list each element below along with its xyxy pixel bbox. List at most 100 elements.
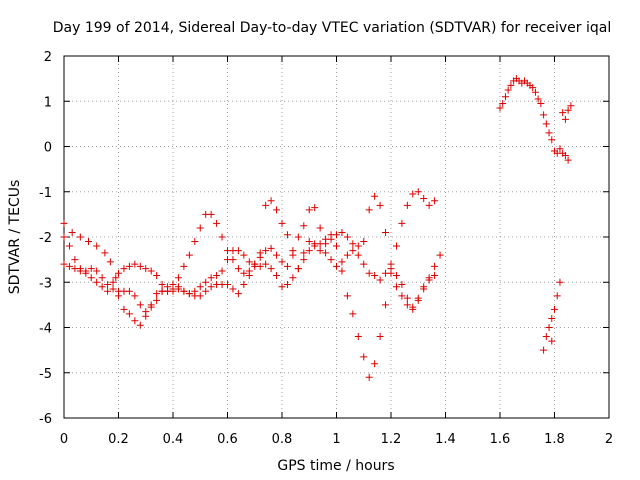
data-point — [387, 269, 395, 277]
data-point — [185, 290, 193, 298]
data-point — [507, 81, 515, 89]
data-point — [273, 206, 281, 214]
data-point — [360, 353, 368, 361]
data-point — [392, 242, 400, 250]
data-point — [147, 303, 155, 311]
data-point — [545, 324, 553, 331]
data-point — [85, 238, 93, 246]
data-point — [425, 201, 433, 209]
data-point — [322, 235, 330, 243]
data-point — [262, 201, 270, 209]
data-point — [283, 231, 291, 239]
y-axis-label: SDTVAR / TECUs — [7, 180, 23, 295]
data-point — [365, 373, 373, 381]
data-point — [403, 294, 411, 302]
data-point — [283, 281, 291, 289]
data-point — [294, 265, 302, 273]
data-point — [382, 228, 390, 236]
y-tick-label: -6 — [39, 412, 52, 427]
data-point — [240, 269, 248, 277]
data-point — [300, 222, 308, 230]
data-point — [245, 258, 253, 266]
data-point — [420, 283, 428, 291]
data-point — [371, 360, 379, 368]
y-tick-label: -3 — [39, 276, 52, 291]
data-point — [537, 100, 545, 108]
data-point — [76, 233, 84, 241]
data-point — [273, 251, 281, 259]
data-point — [504, 86, 512, 94]
data-point — [289, 274, 297, 282]
x-tick-label: 1 — [332, 432, 340, 447]
data-point — [240, 251, 248, 259]
data-point — [360, 238, 368, 246]
data-point — [267, 265, 275, 273]
data-point — [109, 278, 117, 286]
data-point — [196, 283, 204, 291]
data-point — [354, 333, 362, 341]
data-point — [316, 224, 324, 232]
data-point — [349, 310, 357, 318]
y-tick-label: -5 — [39, 367, 52, 382]
data-point — [60, 219, 68, 227]
data-point — [553, 292, 561, 300]
data-point — [540, 346, 548, 354]
data-point — [101, 249, 109, 257]
data-point — [349, 247, 357, 255]
data-point — [305, 238, 313, 246]
data-point — [218, 267, 226, 275]
data-point — [283, 262, 291, 270]
data-point — [142, 265, 150, 273]
data-point — [207, 210, 215, 218]
data-point — [164, 283, 172, 291]
data-point — [392, 283, 400, 291]
data-point — [499, 100, 507, 108]
data-point — [104, 287, 112, 295]
data-point — [169, 281, 177, 289]
data-point — [131, 317, 139, 325]
data-point — [65, 242, 73, 250]
x-tick-label: 1.2 — [381, 432, 402, 447]
chart-title: Day 199 of 2014, Sidereal Day-to-day VTE… — [53, 20, 611, 36]
data-point — [409, 190, 417, 198]
data-point — [278, 283, 286, 291]
data-point — [409, 305, 417, 313]
data-point — [420, 195, 428, 203]
data-point — [316, 247, 324, 255]
x-tick-label: 0.6 — [217, 432, 238, 447]
data-point — [256, 249, 264, 257]
y-tick-label: 2 — [44, 50, 52, 65]
data-point — [180, 287, 188, 295]
data-point — [240, 281, 248, 289]
data-point — [142, 308, 150, 316]
data-point — [207, 283, 215, 291]
data-point — [529, 84, 537, 92]
data-point — [60, 233, 68, 241]
data-point — [93, 278, 101, 286]
data-point — [354, 251, 362, 259]
data-point — [305, 247, 313, 255]
data-point — [294, 233, 302, 241]
data-point — [262, 260, 270, 268]
data-point — [567, 102, 575, 110]
data-point — [82, 267, 90, 275]
data-point — [436, 251, 444, 259]
data-point — [93, 267, 101, 275]
data-point — [561, 115, 569, 123]
data-point — [153, 296, 161, 304]
data-point — [338, 258, 346, 266]
data-point — [376, 276, 384, 284]
data-point — [60, 260, 68, 268]
data-point — [305, 206, 313, 214]
data-point — [338, 228, 346, 236]
data-point — [256, 262, 264, 270]
data-point — [403, 201, 411, 209]
x-tick-label: 0.2 — [108, 432, 129, 447]
data-point — [136, 262, 144, 270]
data-point — [153, 271, 161, 279]
data-point — [414, 188, 422, 196]
data-point — [68, 228, 76, 236]
data-point — [191, 287, 199, 295]
data-point — [218, 233, 226, 241]
data-point — [289, 251, 297, 259]
